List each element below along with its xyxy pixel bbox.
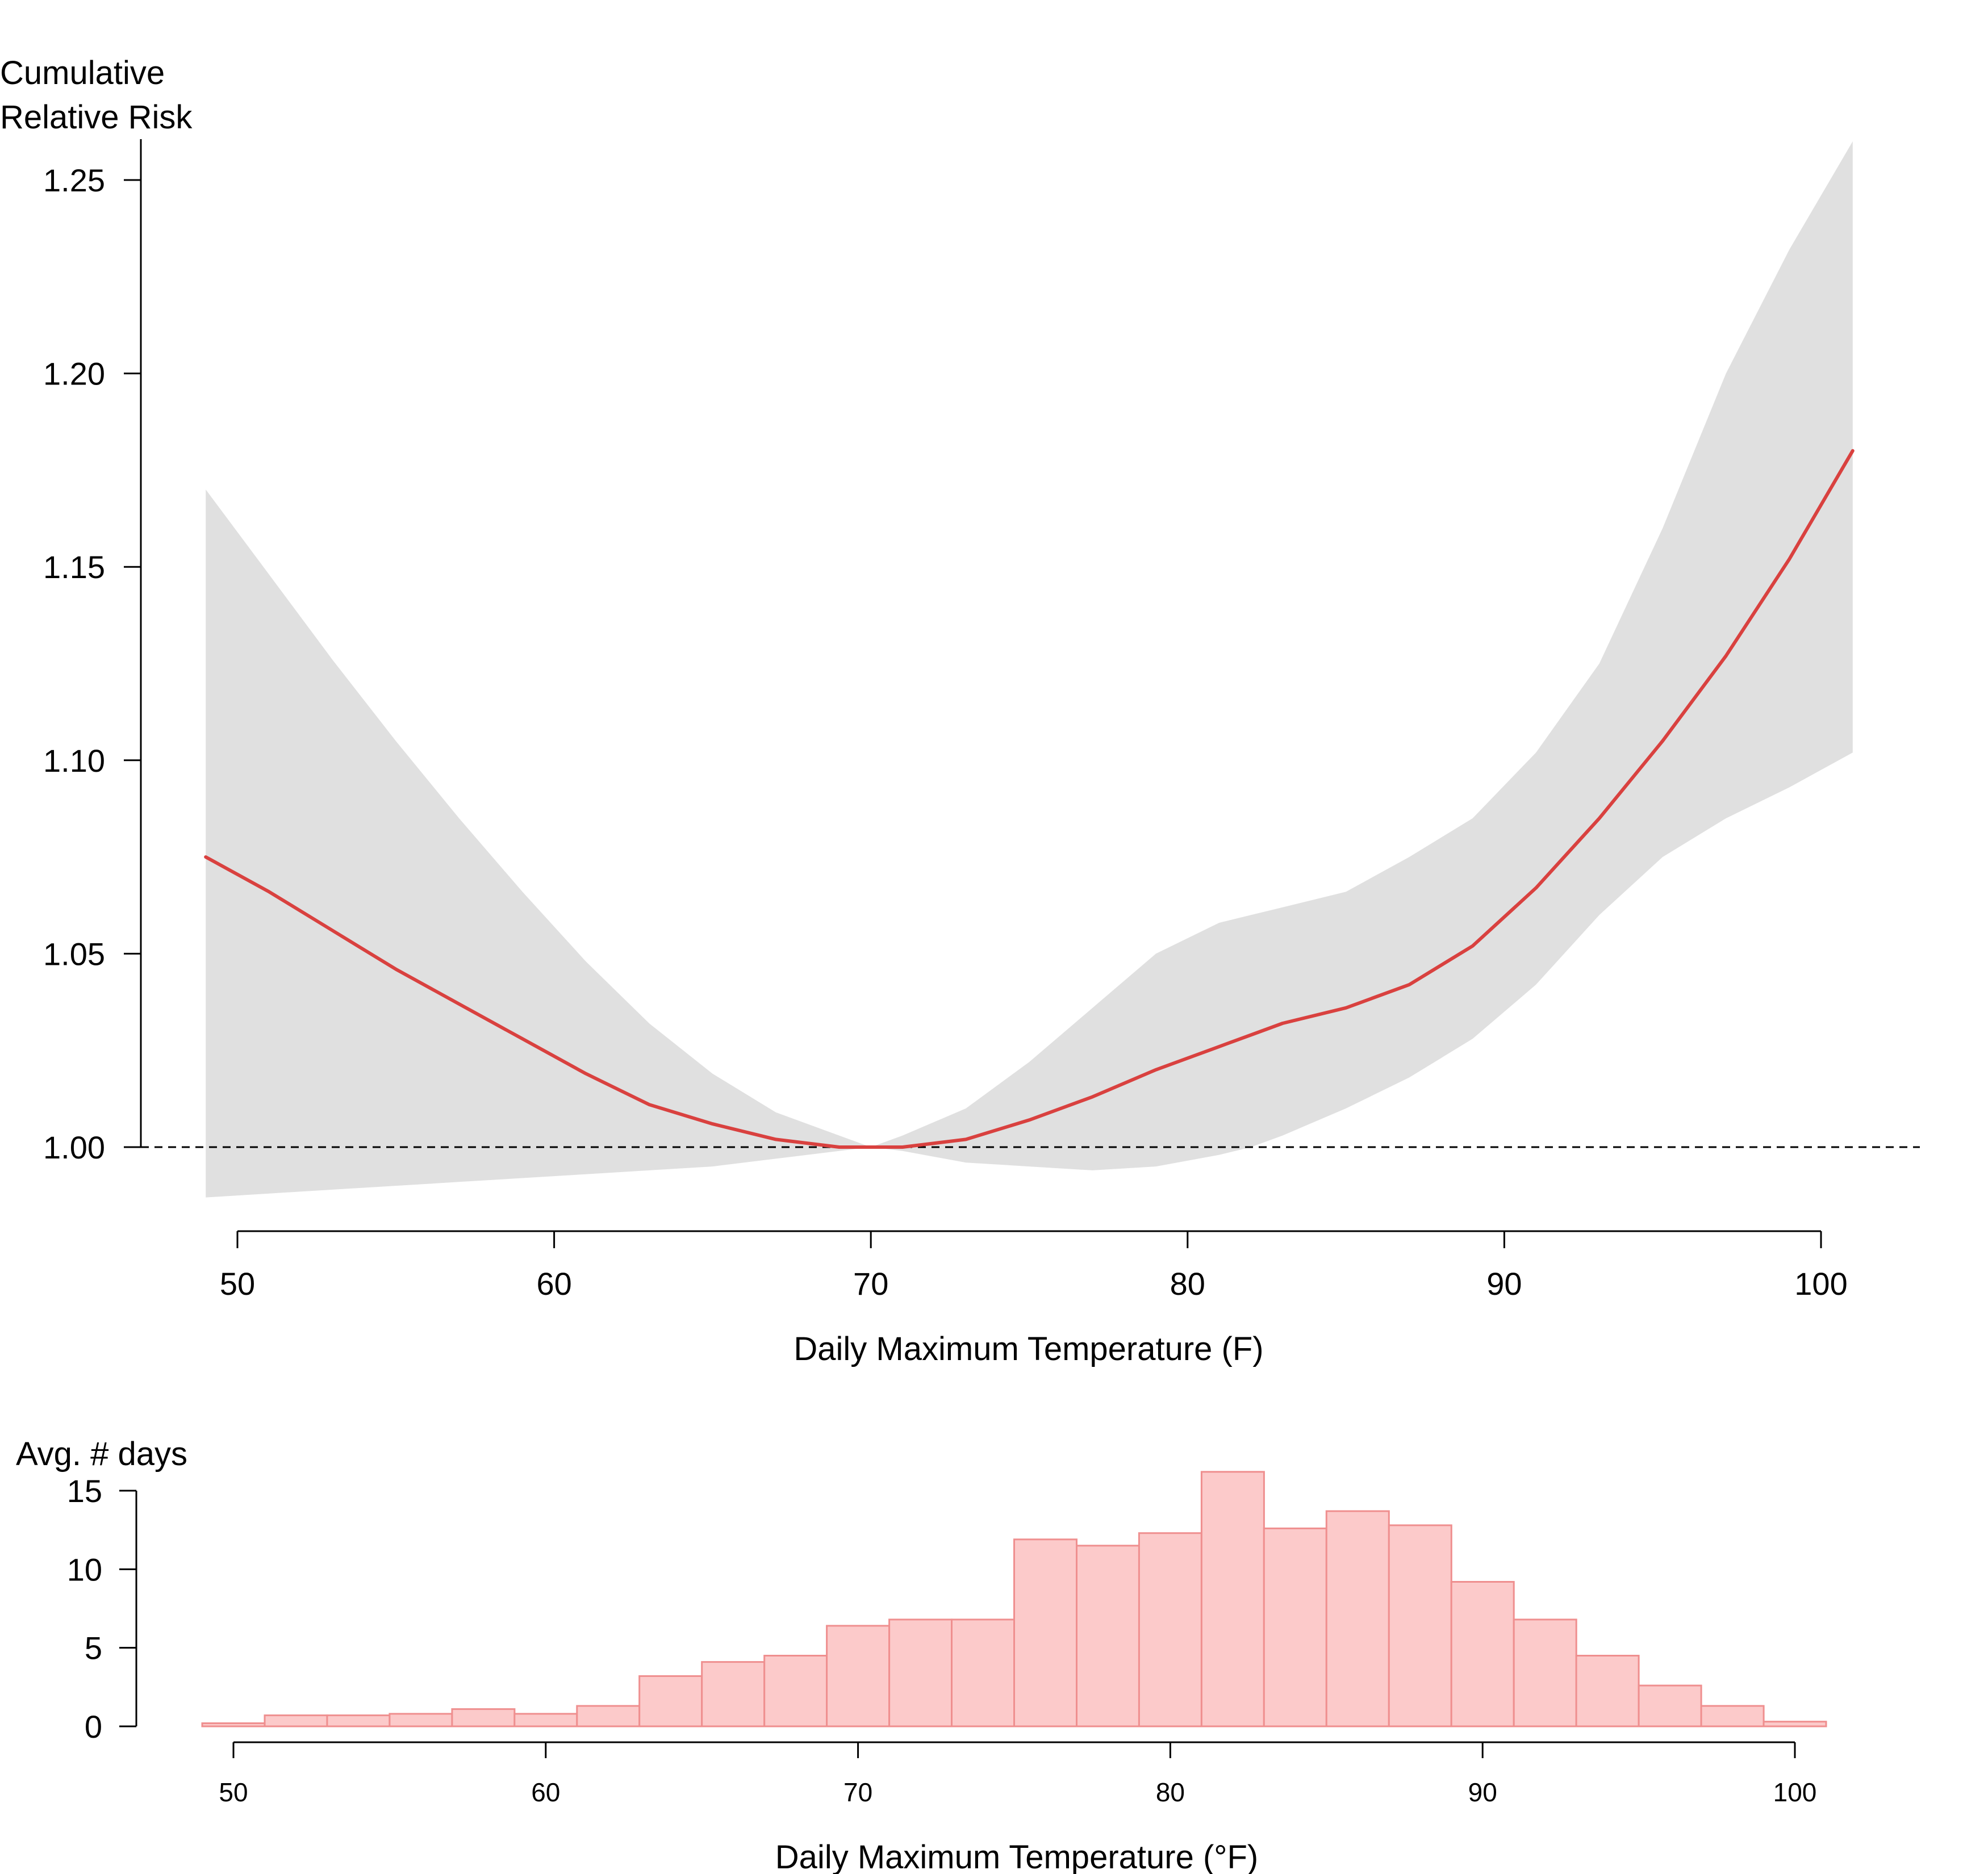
histogram-bar [1013,1538,1077,1727]
histogram-bar [1450,1581,1515,1727]
histogram-bar [201,1722,266,1727]
x-tick-label: 100 [1794,1266,1847,1302]
histogram-bar [763,1655,828,1727]
histogram-bar [389,1713,453,1727]
hist-x-axis-title: Daily Maximum Temperature (°F) [775,1839,1258,1874]
confidence-band [206,141,1853,1198]
y-tick-label: 1.25 [43,162,105,198]
relative-risk-curve [204,449,1855,1149]
hist-x-tick-label: 70 [843,1777,872,1807]
x-tick-label: 60 [536,1266,571,1302]
hist-x-tick-label: 50 [219,1777,248,1807]
hist-y-tick-label: 15 [67,1473,102,1509]
hist-x-tick-label: 100 [1773,1777,1817,1807]
y-axis-ticks: 1.00 1.05 1.10 1.15 1.20 1.25 [43,162,141,1165]
hist-x-tick-label: 90 [1468,1777,1497,1807]
x-tick-label: 80 [1170,1266,1205,1302]
histogram-bar [1575,1655,1640,1727]
histogram-bar [1388,1524,1452,1727]
histogram-bar [451,1708,516,1727]
hist-y-axis-ticks: 0 5 10 15 [67,1473,136,1745]
y-axis-title-line-2: Relative Risk [0,99,193,136]
histogram-bar [888,1618,953,1727]
y-axis-title-line-1: Cumulative [0,55,165,91]
y-tick-label: 1.05 [43,936,105,972]
histogram-bar [1513,1618,1577,1727]
hist-x-tick-label: 60 [531,1777,560,1807]
histogram-bar [1763,1721,1827,1727]
histogram-bar [326,1714,391,1727]
y-tick-label: 1.10 [43,743,105,779]
histogram-bar [1638,1684,1702,1727]
hist-y-axis-title: Avg. # days [16,1436,187,1473]
histogram-bar [701,1661,766,1727]
histogram-bar [1700,1705,1765,1727]
hist-y-tick-label: 10 [67,1551,102,1587]
x-tick-label: 50 [220,1266,255,1302]
y-tick-label: 1.15 [43,549,105,585]
histogram-bar [1076,1545,1140,1727]
x-axis-title: Daily Maximum Temperature (F) [793,1331,1263,1367]
histogram-bar [1200,1471,1265,1727]
hist-x-axis-ticks: 50 60 70 80 90 100 [219,1742,1816,1807]
histogram-bar [951,1618,1015,1727]
histogram-bar [264,1714,328,1727]
histogram-panel: 0 5 10 15 50 60 70 80 90 100 Avg. # days Daily M… [16,1436,1827,1874]
y-tick-label: 1.20 [43,356,105,392]
relative-risk-panel: 1.00 1.05 1.10 1.15 1.20 1.25 50 60 70 80 90 100 C… [0,55,1920,1367]
y-tick-label: 1.00 [43,1130,105,1165]
histogram-bar [1325,1510,1390,1727]
hist-x-tick-label: 80 [1156,1777,1185,1807]
histogram-bar [638,1675,703,1727]
y-axis-title: Cumulative Relative Risk [0,55,193,136]
histogram-bar [1263,1527,1327,1727]
x-tick-label: 90 [1486,1266,1522,1302]
histogram-bar [1138,1532,1202,1727]
histogram-bars [201,1471,1827,1727]
hist-y-tick-label: 5 [85,1630,102,1666]
histogram-bar [826,1625,891,1727]
x-tick-label: 70 [853,1266,888,1302]
histogram-bar [513,1713,578,1727]
histogram-bar [576,1705,641,1727]
x-axis-ticks: 50 60 70 80 90 100 [220,1231,1848,1302]
hist-y-tick-label: 0 [85,1709,102,1745]
